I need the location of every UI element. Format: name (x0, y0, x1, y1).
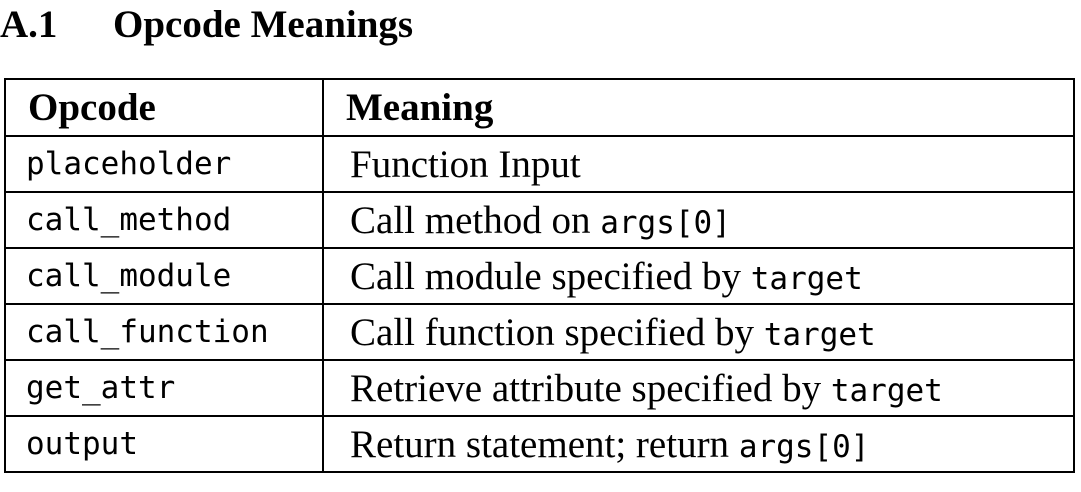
section-heading: A.1 Opcode Meanings (0, 0, 413, 48)
meaning-text: Retrieve attribute specified by (350, 366, 831, 410)
meaning-text: Call function specified by (350, 310, 764, 354)
meaning-code: args[0] (600, 204, 731, 241)
meaning-cell: Call function specified by target (322, 303, 1075, 361)
meaning-cell: Function Input (322, 135, 1075, 193)
table-row: output Return statement; return args[0] (4, 415, 1075, 473)
table-row: get_attr Retrieve attribute specified by… (4, 359, 1075, 417)
table-row: call_method Call method on args[0] (4, 191, 1075, 249)
meaning-code: target (750, 260, 863, 297)
opcode-cell: get_attr (4, 359, 324, 417)
table-row: placeholder Function Input (4, 135, 1075, 193)
column-header-opcode: Opcode (4, 78, 324, 137)
opcode-table: Opcode Meaning placeholder Function Inpu… (4, 78, 1075, 473)
opcode-cell: call_function (4, 303, 324, 361)
opcode-cell: placeholder (4, 135, 324, 193)
meaning-cell: Retrieve attribute specified by target (322, 359, 1075, 417)
meaning-text: Call module specified by (350, 254, 751, 298)
table-header-row: Opcode Meaning (4, 78, 1075, 137)
meaning-code: target (830, 372, 943, 409)
opcode-cell: output (4, 415, 324, 473)
column-header-meaning: Meaning (322, 78, 1075, 137)
opcode-cell: call_method (4, 191, 324, 249)
opcode-cell: call_module (4, 247, 324, 305)
section-number: A.1 (0, 2, 58, 46)
meaning-text: Call method on (350, 198, 601, 242)
meaning-text: Return statement; return (350, 422, 739, 466)
section-title: Opcode Meanings (113, 2, 414, 46)
meaning-text: Function Input (350, 142, 581, 186)
meaning-code: args[0] (738, 428, 870, 465)
meaning-cell: Call module specified by target (322, 247, 1075, 305)
meaning-code: target (763, 316, 876, 353)
meaning-cell: Return statement; return args[0] (322, 415, 1075, 473)
table-row: call_function Call function specified by… (4, 303, 1075, 361)
table-row: call_module Call module specified by tar… (4, 247, 1075, 305)
meaning-cell: Call method on args[0] (322, 191, 1075, 249)
